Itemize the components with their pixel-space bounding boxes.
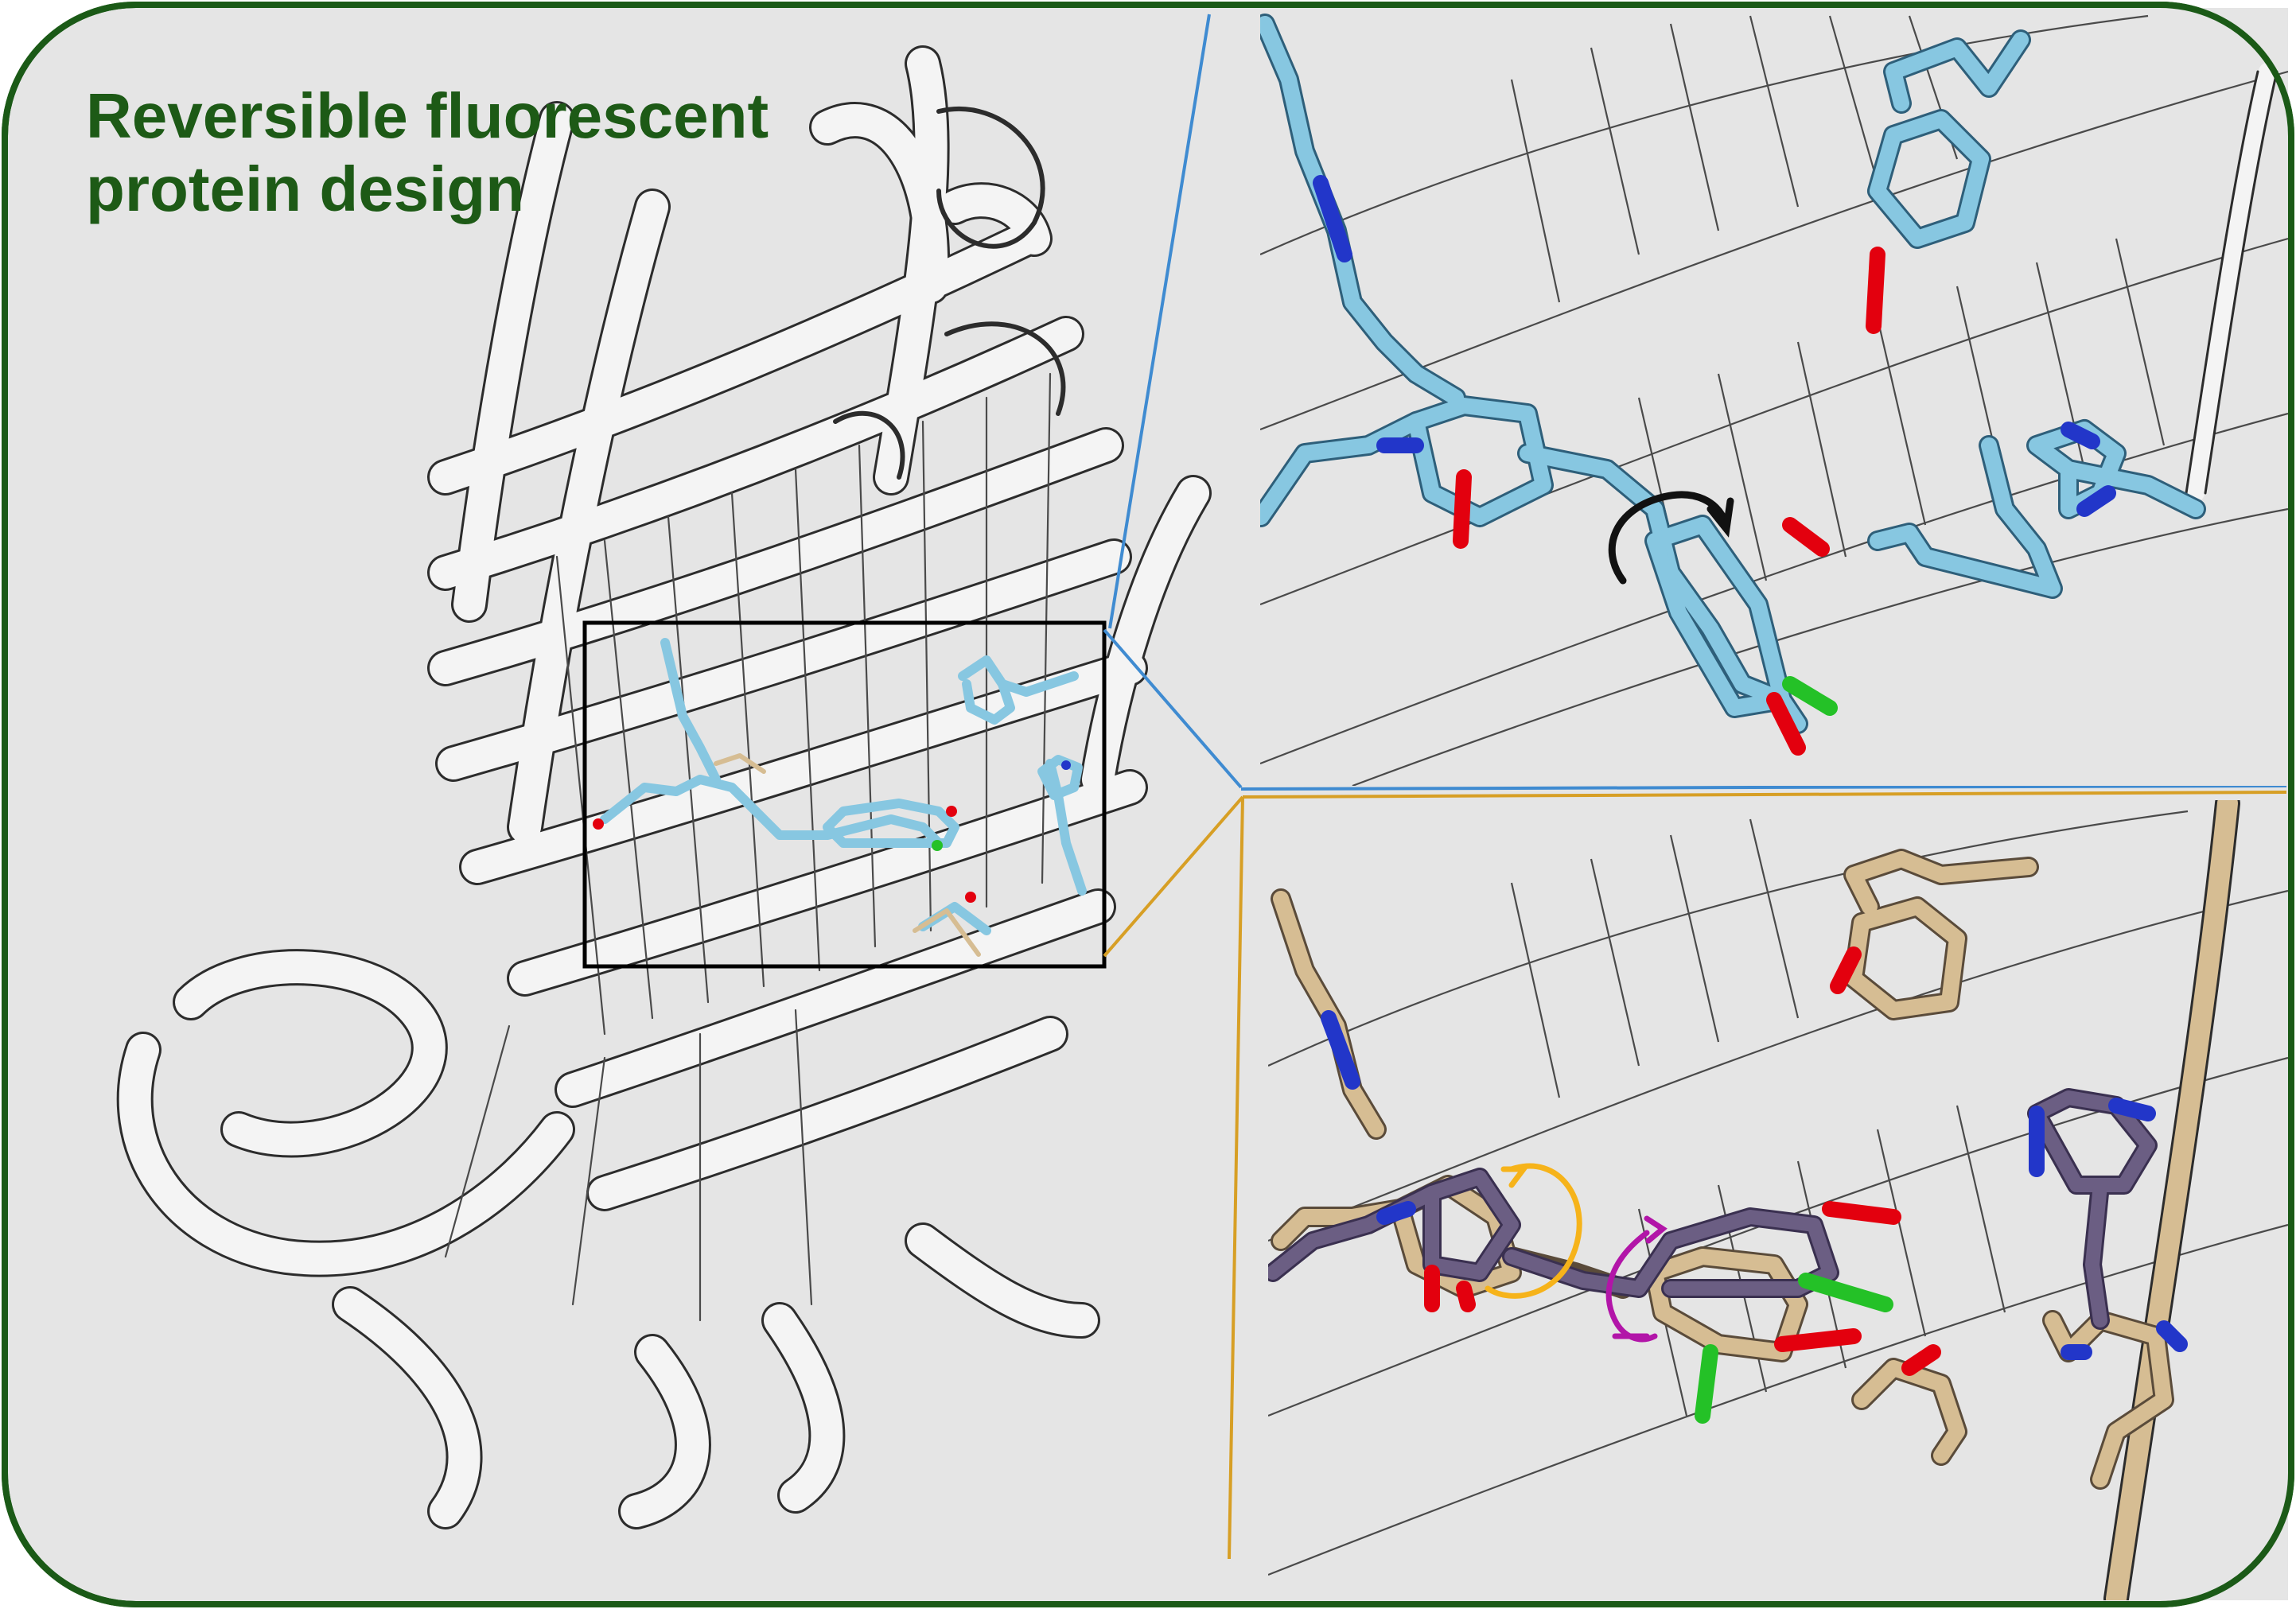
protein-overview bbox=[116, 45, 1212, 1529]
overview-chromophore bbox=[593, 638, 1087, 957]
rotation-arrow-black bbox=[1608, 491, 1734, 585]
bottom-chromophore bbox=[1268, 849, 2188, 1490]
beta-barrel-ribbon bbox=[116, 45, 1212, 1529]
chromophore-overlay-state bbox=[1268, 800, 2288, 1600]
top-chromophore bbox=[1260, 14, 2206, 756]
rotation-arrow-orange bbox=[1485, 1163, 1582, 1299]
chromophore-light-blue-state bbox=[1260, 8, 2288, 786]
rotation-arrow-magenta bbox=[1605, 1215, 1668, 1343]
top-inset-ribbon-lines bbox=[1260, 14, 2288, 786]
figure-title: Reversible fluorescent protein design bbox=[86, 80, 881, 226]
zoom-connectors bbox=[1103, 14, 2287, 1560]
zoom-selection-box bbox=[582, 620, 1107, 969]
figure-title-line-1: Reversible fluorescent bbox=[86, 80, 769, 151]
figure-title-line-2: protein design bbox=[86, 154, 525, 224]
